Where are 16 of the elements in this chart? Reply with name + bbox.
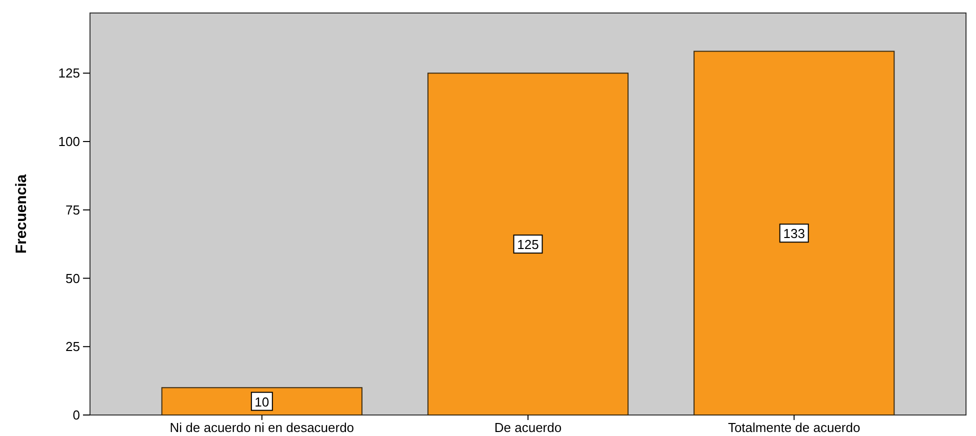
- x-tick-label: Totalmente de acuerdo: [728, 420, 860, 435]
- y-tick-label: 100: [58, 134, 80, 150]
- data-label: 10: [254, 394, 270, 410]
- y-axis-title: Frecuencia: [13, 174, 30, 254]
- data-label: 133: [783, 226, 805, 242]
- y-tick-label: 125: [58, 66, 80, 81]
- x-tick-label: Ni de acuerdo ni en desacuerdo: [170, 420, 354, 435]
- y-tick-label: 75: [66, 202, 80, 218]
- y-tick-label: 0: [72, 408, 80, 422]
- bar: [427, 72, 629, 416]
- x-tick-label: De acuerdo: [494, 420, 562, 435]
- bar: [694, 50, 895, 416]
- y-tick-label: 25: [66, 339, 80, 354]
- bar: [161, 387, 362, 416]
- y-tick-label: 50: [66, 270, 80, 286]
- data-label: 125: [517, 237, 539, 252]
